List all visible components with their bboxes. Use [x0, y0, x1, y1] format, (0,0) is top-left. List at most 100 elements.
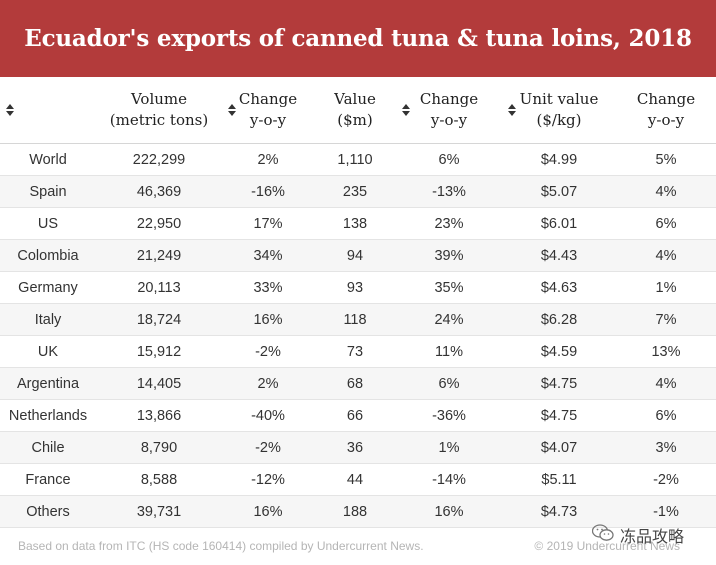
- column-header-line1: Change: [238, 90, 298, 108]
- column-header-5[interactable]: Unit value ($/kg): [502, 77, 616, 144]
- country-cell: US: [0, 207, 96, 240]
- header-row: Volume (metric tons) Change y-o-y Value ($m) C…: [0, 77, 716, 144]
- column-header-line1: Unit value: [519, 90, 599, 108]
- value-cell: -2%: [616, 463, 716, 496]
- value-cell: 15,912: [96, 335, 222, 368]
- value-cell: $4.75: [502, 367, 616, 400]
- value-cell: 222,299: [96, 143, 222, 176]
- watermark-text: 冻品攻略: [620, 529, 685, 546]
- table-row: Netherlands 13,866 -40% 66 -36% $4.75 6%: [0, 399, 716, 432]
- wechat-icon: [591, 523, 614, 547]
- value-cell: 1,110: [314, 143, 396, 176]
- value-cell: 1%: [616, 271, 716, 304]
- value-cell: 33%: [222, 271, 314, 304]
- table-row: Italy 18,724 16% 118 24% $6.28 7%: [0, 303, 716, 336]
- value-cell: 18,724: [96, 303, 222, 336]
- value-cell: -14%: [396, 463, 502, 496]
- table-row: Spain 46,369 -16% 235 -13% $5.07 4%: [0, 175, 716, 208]
- table-row: Others 39,731 16% 188 16% $4.73 -1%: [0, 495, 716, 528]
- column-header-1[interactable]: Volume (metric tons): [96, 77, 222, 144]
- value-cell: 1%: [396, 431, 502, 464]
- value-cell: 8,588: [96, 463, 222, 496]
- value-cell: 6%: [616, 399, 716, 432]
- country-cell: Spain: [0, 175, 96, 208]
- column-header-3[interactable]: Value ($m): [314, 77, 396, 144]
- value-cell: 6%: [396, 367, 502, 400]
- country-cell: UK: [0, 335, 96, 368]
- value-cell: 39%: [396, 239, 502, 272]
- column-header-line1: Volume: [130, 90, 188, 108]
- sort-icon[interactable]: [6, 104, 14, 116]
- value-cell: $4.59: [502, 335, 616, 368]
- column-header-6[interactable]: Change y-o-y: [616, 77, 716, 144]
- value-cell: 3%: [616, 431, 716, 464]
- value-cell: 16%: [396, 495, 502, 528]
- table-row: Chile 8,790 -2% 36 1% $4.07 3%: [0, 431, 716, 464]
- value-cell: $4.43: [502, 239, 616, 272]
- value-cell: 68: [314, 367, 396, 400]
- table-row: World 222,299 2% 1,110 6% $4.99 5%: [0, 143, 716, 176]
- value-cell: -12%: [222, 463, 314, 496]
- column-header-4[interactable]: Change y-o-y: [396, 77, 502, 144]
- value-cell: 6%: [396, 143, 502, 176]
- value-cell: 13%: [616, 335, 716, 368]
- value-cell: 5%: [616, 143, 716, 176]
- footer: Based on data from ITC (HS code 160414) …: [0, 537, 716, 557]
- value-cell: -1%: [616, 495, 716, 528]
- value-cell: 4%: [616, 175, 716, 208]
- column-header-line2: y-o-y: [249, 111, 287, 129]
- column-header-line2: ($/kg): [536, 111, 582, 129]
- value-cell: 188: [314, 495, 396, 528]
- value-cell: 17%: [222, 207, 314, 240]
- column-header-2[interactable]: Change y-o-y: [222, 77, 314, 144]
- value-cell: 35%: [396, 271, 502, 304]
- value-cell: 13,866: [96, 399, 222, 432]
- column-header-line2: ($m): [337, 111, 373, 129]
- sort-icon[interactable]: [402, 104, 410, 116]
- value-cell: 66: [314, 399, 396, 432]
- table-row: Colombia 21,249 34% 94 39% $4.43 4%: [0, 239, 716, 272]
- value-cell: 4%: [616, 239, 716, 272]
- value-cell: -2%: [222, 431, 314, 464]
- value-cell: 44: [314, 463, 396, 496]
- column-header-line1: Value: [334, 90, 376, 108]
- value-cell: 235: [314, 175, 396, 208]
- value-cell: 4%: [616, 367, 716, 400]
- column-header-line2: y-o-y: [430, 111, 468, 129]
- value-cell: 8,790: [96, 431, 222, 464]
- table-row: France 8,588 -12% 44 -14% $5.11 -2%: [0, 463, 716, 496]
- value-cell: 7%: [616, 303, 716, 336]
- value-cell: 11%: [396, 335, 502, 368]
- value-cell: 23%: [396, 207, 502, 240]
- country-cell: Netherlands: [0, 399, 96, 432]
- value-cell: $4.99: [502, 143, 616, 176]
- column-header-0[interactable]: [0, 77, 96, 144]
- copyright-note: © 2019 Undercurrent News: [534, 539, 680, 553]
- country-cell: Chile: [0, 431, 96, 464]
- value-cell: 21,249: [96, 239, 222, 272]
- value-cell: 22,950: [96, 207, 222, 240]
- value-cell: 138: [314, 207, 396, 240]
- sort-icon[interactable]: [508, 104, 516, 116]
- value-cell: -36%: [396, 399, 502, 432]
- country-cell: Others: [0, 495, 96, 528]
- value-cell: 94: [314, 239, 396, 272]
- column-header-line1: Change: [636, 90, 696, 108]
- value-cell: -2%: [222, 335, 314, 368]
- value-cell: 20,113: [96, 271, 222, 304]
- sort-icon[interactable]: [228, 104, 236, 116]
- value-cell: $4.63: [502, 271, 616, 304]
- value-cell: 46,369: [96, 175, 222, 208]
- value-cell: $6.01: [502, 207, 616, 240]
- value-cell: -16%: [222, 175, 314, 208]
- value-cell: 93: [314, 271, 396, 304]
- column-header-line2: (metric tons): [109, 111, 209, 129]
- country-cell: France: [0, 463, 96, 496]
- value-cell: $5.11: [502, 463, 616, 496]
- country-cell: Argentina: [0, 367, 96, 400]
- value-cell: $4.07: [502, 431, 616, 464]
- value-cell: 118: [314, 303, 396, 336]
- column-header-line2: y-o-y: [647, 111, 685, 129]
- source-note: Based on data from ITC (HS code 160414) …: [18, 539, 424, 553]
- value-cell: 6%: [616, 207, 716, 240]
